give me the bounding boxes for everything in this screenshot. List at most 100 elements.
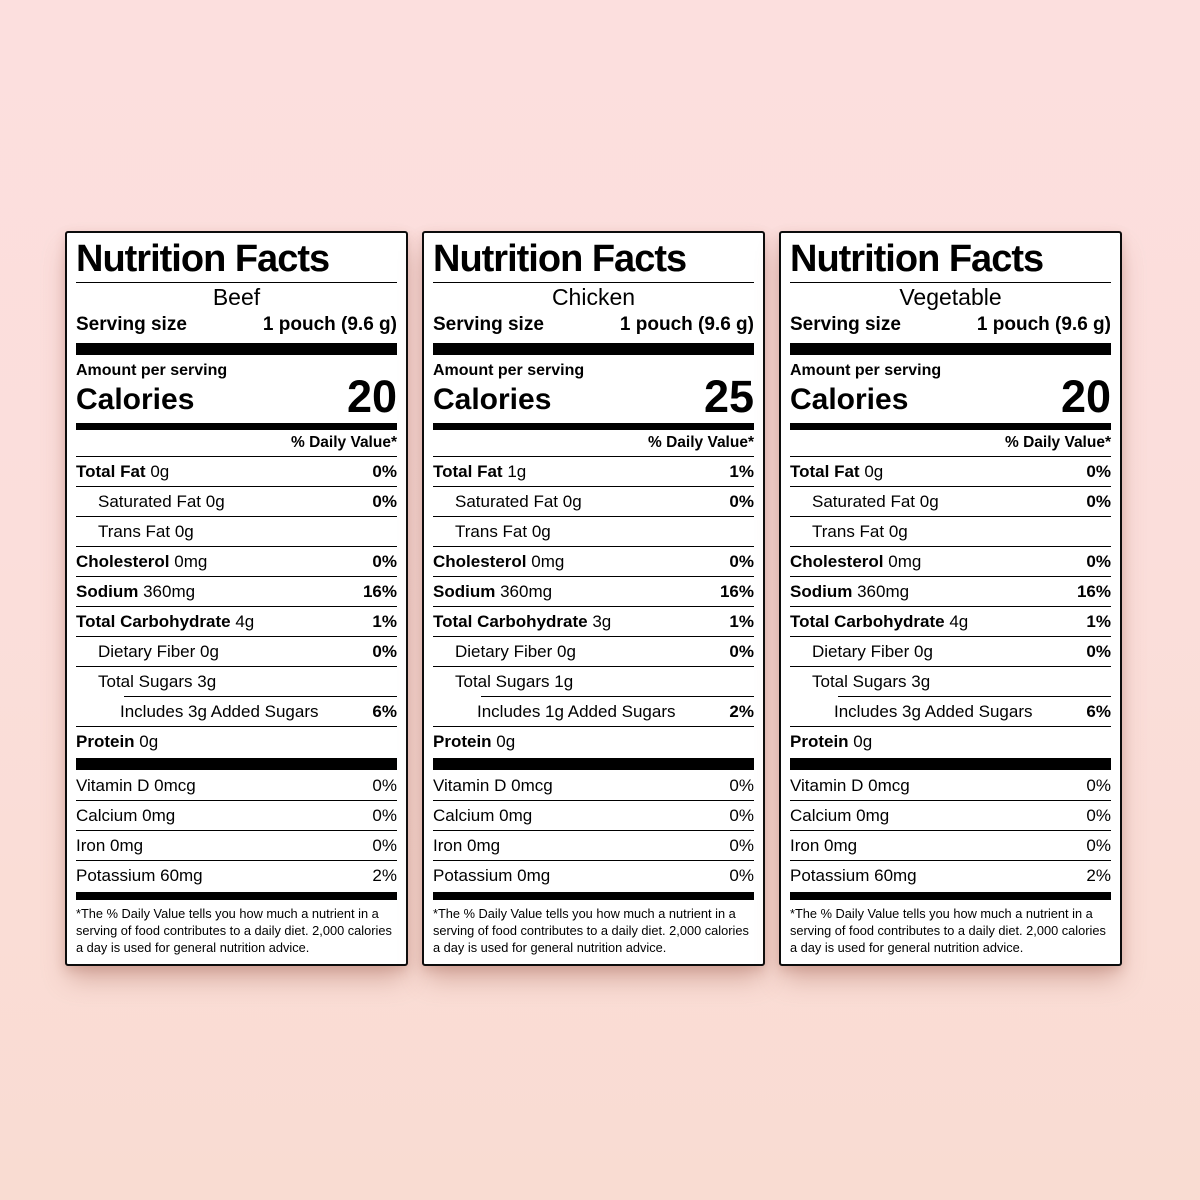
- variety-name: Chicken: [551, 284, 636, 311]
- nutrition-labels-row: Nutrition Facts Beef Serving size 1 pouc…: [65, 231, 1122, 967]
- nutrient-name: Iron: [433, 836, 463, 856]
- separator: [433, 830, 754, 832]
- medium-divider: [433, 422, 754, 430]
- footnote-divider: [76, 892, 397, 901]
- separator: [76, 726, 397, 728]
- serving-size-label: Serving size: [790, 313, 901, 335]
- nutrient-daily-value: 0%: [372, 552, 397, 572]
- nutrient-name: Calcium: [76, 806, 138, 826]
- nutrient-amount: 0g: [531, 522, 551, 542]
- footnote: *The % Daily Value tells you how much a …: [76, 906, 392, 955]
- nutrient-daily-value: 2%: [729, 702, 754, 722]
- separator: [433, 666, 754, 668]
- nutrient-amount: 0g: [919, 491, 939, 511]
- nutrient-daily-value: 2%: [372, 866, 397, 886]
- nutrient-row: Saturated Fat 0g 0%: [433, 487, 754, 516]
- nutrient-amount: 0mcg: [154, 776, 196, 796]
- vitamin-section: Vitamin D 0mcg 0% Calcium 0mg 0% Iron 0mg 0% P…: [76, 771, 397, 890]
- nutrient-row: Dietary Fiber 0g 0%: [76, 637, 397, 666]
- label-title: Nutrition Facts: [76, 238, 330, 280]
- title-divider: [76, 282, 397, 284]
- nutrient-daily-value: 0%: [729, 642, 754, 662]
- nutrient-row: Includes 3g Added Sugars 6%: [76, 697, 397, 726]
- title-divider: [790, 282, 1111, 284]
- nutrient-amount: 0mg: [531, 552, 565, 572]
- calories-value: 20: [346, 370, 397, 422]
- serving-size-value: 1 pouch (9.6 g): [976, 313, 1111, 335]
- nutrient-daily-value: 6%: [372, 702, 397, 722]
- serving-size-row: Serving size 1 pouch (9.6 g): [76, 314, 397, 336]
- nutrient-row: Cholesterol 0mg 0%: [433, 547, 754, 576]
- nutrient-amount: 360mg: [143, 582, 196, 602]
- nutrient-section: Total Fat 1g 1% Saturated Fat 0g 0% Trans Fa…: [433, 457, 754, 756]
- nutrient-row-text: Cholesterol 0mg: [76, 552, 207, 571]
- nutrient-amount: 0g: [139, 732, 159, 752]
- nutrient-name: Protein: [433, 732, 492, 752]
- daily-value-header: % Daily Value*: [1005, 433, 1111, 451]
- nutrient-row-text: Dietary Fiber 0g: [76, 642, 219, 661]
- nutrient-name: Total Fat: [433, 461, 503, 481]
- nutrient-name: Vitamin D: [790, 776, 864, 796]
- nutrition-facts-label: Nutrition Facts Vegetable Serving size 1…: [779, 231, 1122, 967]
- nutrient-name: Cholesterol: [433, 552, 527, 572]
- separator: [124, 696, 397, 698]
- separator: [433, 726, 754, 728]
- nutrient-row: Total Sugars 3g: [790, 667, 1111, 696]
- nutrient-amount: 0g: [562, 491, 582, 511]
- nutrient-name: Saturated Fat: [455, 491, 559, 511]
- nutrient-amount: 4g: [949, 612, 969, 632]
- nutrient-name: Includes 3g Added Sugars: [120, 702, 319, 722]
- separator: [790, 516, 1111, 518]
- nutrient-row-text: Cholesterol 0mg: [433, 552, 564, 571]
- nutrient-row-text: Saturated Fat 0g: [433, 492, 582, 511]
- separator: [790, 860, 1111, 862]
- nutrient-row-text: Sodium 360mg: [790, 582, 909, 601]
- nutrient-daily-value: 0%: [729, 491, 754, 511]
- nutrient-row: Total Sugars 3g: [76, 667, 397, 696]
- nutrient-amount: 60mg: [160, 866, 203, 886]
- nutrient-name: Cholesterol: [76, 552, 170, 572]
- nutrient-name: Saturated Fat: [812, 491, 916, 511]
- nutrient-daily-value: 0%: [1086, 552, 1111, 572]
- nutrient-row-text: Total Fat 1g: [433, 462, 526, 481]
- vitamin-row: Iron 0mg 0%: [433, 831, 754, 860]
- nutrient-amount: 3g: [592, 612, 612, 632]
- nutrient-row: Total Fat 0g 0%: [790, 457, 1111, 486]
- nutrient-row-text: Includes 3g Added Sugars: [76, 702, 318, 721]
- nutrient-name: Trans Fat: [455, 522, 528, 542]
- nutrient-amount: 1g: [554, 672, 574, 692]
- separator: [76, 576, 397, 578]
- nutrient-name: Includes 1g Added Sugars: [477, 702, 676, 722]
- footnote: *The % Daily Value tells you how much a …: [433, 906, 749, 955]
- nutrient-row-text: Trans Fat 0g: [433, 522, 551, 541]
- nutrient-row: Dietary Fiber 0g 0%: [433, 637, 754, 666]
- nutrient-amount: 0g: [200, 642, 219, 662]
- footnote-divider: [433, 892, 754, 901]
- vitamin-section: Vitamin D 0mcg 0% Calcium 0mg 0% Iron 0mg 0% P…: [790, 771, 1111, 890]
- nutrient-daily-value: 0%: [1086, 806, 1111, 826]
- separator: [433, 485, 754, 487]
- nutrient-daily-value: 16%: [719, 582, 754, 602]
- medium-divider: [76, 422, 397, 430]
- nutrient-name: Total Carbohydrate: [790, 612, 945, 632]
- nutrient-daily-value: 16%: [1076, 582, 1111, 602]
- nutrient-row-text: Total Carbohydrate 4g: [76, 612, 254, 631]
- amount-per-serving-label: Amount per serving: [433, 361, 585, 379]
- calories-label: Calories: [790, 383, 909, 417]
- separator: [76, 636, 397, 638]
- nutrient-row-text: Total Carbohydrate 4g: [790, 612, 968, 631]
- nutrient-daily-value: 0%: [372, 836, 397, 856]
- nutrient-row-text: Total Fat 0g: [790, 462, 883, 481]
- nutrient-daily-value: 0%: [1086, 491, 1111, 511]
- nutrient-name: Includes 3g Added Sugars: [834, 702, 1033, 722]
- separator: [76, 860, 397, 862]
- nutrient-row: Protein 0g: [433, 727, 754, 756]
- nutrient-name: Sodium: [76, 582, 139, 602]
- separator: [433, 516, 754, 518]
- separator: [433, 576, 754, 578]
- nutrient-row-text: Trans Fat 0g: [790, 522, 908, 541]
- nutrient-row-text: Protein 0g: [76, 732, 158, 751]
- nutrient-section: Total Fat 0g 0% Saturated Fat 0g 0% Trans Fa…: [76, 457, 397, 756]
- nutrient-amount: 0mg: [110, 836, 144, 856]
- nutrient-amount: 0mg: [856, 806, 890, 826]
